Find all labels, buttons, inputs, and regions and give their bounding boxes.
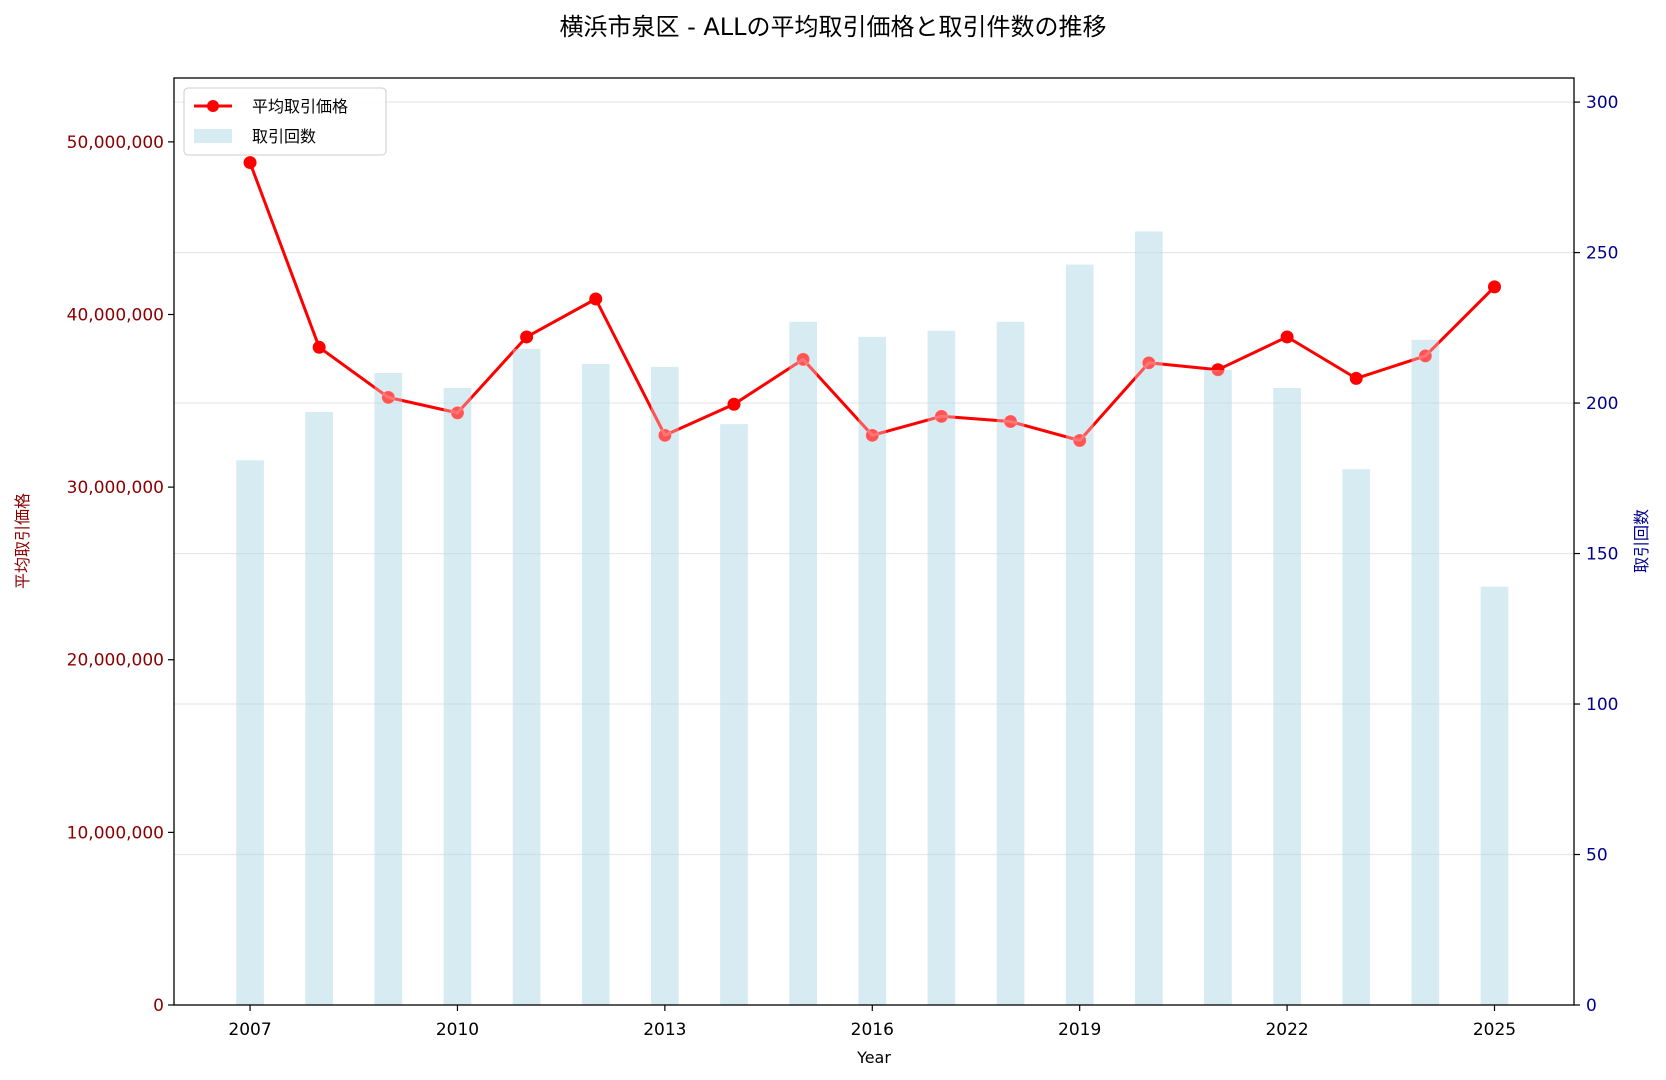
price-point bbox=[727, 397, 741, 411]
price-point bbox=[312, 340, 326, 354]
bar-count bbox=[236, 460, 264, 1005]
price-point bbox=[450, 405, 465, 420]
x-tick-label: 2019 bbox=[1058, 1020, 1101, 1040]
left-tick-label: 30,000,000 bbox=[67, 478, 164, 498]
bar-count bbox=[1480, 586, 1509, 1005]
x-tick-label: 2007 bbox=[228, 1020, 271, 1040]
price-point bbox=[381, 390, 395, 404]
bar-count bbox=[512, 348, 541, 1006]
legend-box bbox=[183, 87, 387, 156]
price-point bbox=[796, 352, 810, 366]
price-point bbox=[1073, 434, 1087, 448]
price-point bbox=[1141, 355, 1156, 370]
plot-frame bbox=[173, 77, 1575, 1006]
right-tick-label: 100 bbox=[1586, 695, 1618, 715]
legend-bar-swatch bbox=[194, 129, 232, 143]
price-point bbox=[1418, 349, 1432, 363]
bar-count bbox=[581, 363, 610, 1006]
price-point bbox=[381, 390, 396, 405]
bar-count bbox=[1204, 369, 1232, 1005]
left-axis-label: 平均取引価格 bbox=[13, 493, 32, 589]
left-tick-label: 50,000,000 bbox=[67, 133, 164, 153]
bar-count bbox=[1065, 264, 1094, 1005]
left-tick-label: 0 bbox=[153, 996, 164, 1016]
right-tick-label: 300 bbox=[1586, 93, 1618, 113]
price-point bbox=[1487, 280, 1501, 294]
line-series-price bbox=[243, 156, 1501, 448]
right-axis-label: 取引回数 bbox=[1632, 509, 1651, 573]
bar-count bbox=[1411, 339, 1440, 1005]
x-axis-label: Year bbox=[856, 1048, 891, 1067]
price-point bbox=[865, 428, 879, 442]
bar-count bbox=[720, 424, 748, 1005]
price-point bbox=[1280, 330, 1294, 344]
price-point bbox=[934, 409, 949, 424]
left-tick-label: 40,000,000 bbox=[67, 305, 164, 325]
price-point bbox=[1142, 356, 1156, 370]
price-point bbox=[1349, 371, 1363, 385]
bar-count bbox=[1273, 388, 1301, 1005]
price-point bbox=[1004, 415, 1018, 429]
right-tick-label: 150 bbox=[1586, 545, 1618, 565]
left-tick-label: 20,000,000 bbox=[67, 651, 164, 671]
bar-count bbox=[858, 336, 887, 1006]
bar-count bbox=[996, 321, 1025, 1006]
right-tick-label: 200 bbox=[1586, 394, 1618, 414]
legend-label-price: 平均取引価格 bbox=[252, 97, 348, 116]
price-point bbox=[1003, 414, 1018, 429]
right-tick-label: 50 bbox=[1586, 846, 1608, 866]
left-tick-label: 10,000,000 bbox=[67, 823, 164, 843]
bar-count bbox=[305, 412, 334, 1005]
left-y-axis: 0 10,000,000 20,000,000 30,000,000 40,000,00… bbox=[67, 133, 174, 1016]
x-tick-label: 2025 bbox=[1473, 1020, 1516, 1040]
right-y-axis: 0 50 100 150 200 250 300 bbox=[1574, 93, 1618, 1016]
bar-count bbox=[927, 330, 956, 1005]
chart-title: 横浜市泉区 - ALLの平均取引価格と取引件数の推移 bbox=[559, 13, 1106, 41]
bar-count bbox=[789, 321, 817, 1006]
price-point bbox=[658, 428, 672, 442]
bar-series-count bbox=[236, 231, 1509, 1006]
price-point bbox=[1418, 348, 1433, 363]
x-tick-label: 2016 bbox=[851, 1020, 894, 1040]
price-point bbox=[934, 409, 948, 423]
x-tick-label: 2010 bbox=[436, 1020, 479, 1040]
bar-count bbox=[651, 366, 679, 1005]
price-point bbox=[450, 406, 464, 420]
price-point bbox=[657, 428, 672, 443]
price-point bbox=[865, 428, 880, 443]
price-point bbox=[589, 292, 603, 306]
price-point bbox=[796, 352, 811, 367]
bar-count bbox=[1342, 469, 1371, 1005]
right-tick-label: 250 bbox=[1586, 244, 1618, 264]
x-axis: 2007 2010 2013 2016 2019 2022 2025 bbox=[228, 1005, 1516, 1040]
legend: 平均取引価格 取引回数 bbox=[183, 87, 387, 156]
legend-line-marker bbox=[207, 100, 219, 112]
bar-count bbox=[374, 372, 403, 1005]
right-tick-label: 0 bbox=[1586, 996, 1597, 1016]
x-tick-label: 2022 bbox=[1265, 1020, 1308, 1040]
legend-label-count: 取引回数 bbox=[252, 127, 316, 146]
bar-count bbox=[1134, 231, 1163, 1005]
price-point bbox=[520, 330, 534, 344]
price-point bbox=[1072, 433, 1087, 448]
bar-count bbox=[443, 388, 472, 1005]
price-point bbox=[243, 156, 257, 170]
x-tick-label: 2013 bbox=[643, 1020, 686, 1040]
price-point bbox=[1211, 363, 1225, 377]
